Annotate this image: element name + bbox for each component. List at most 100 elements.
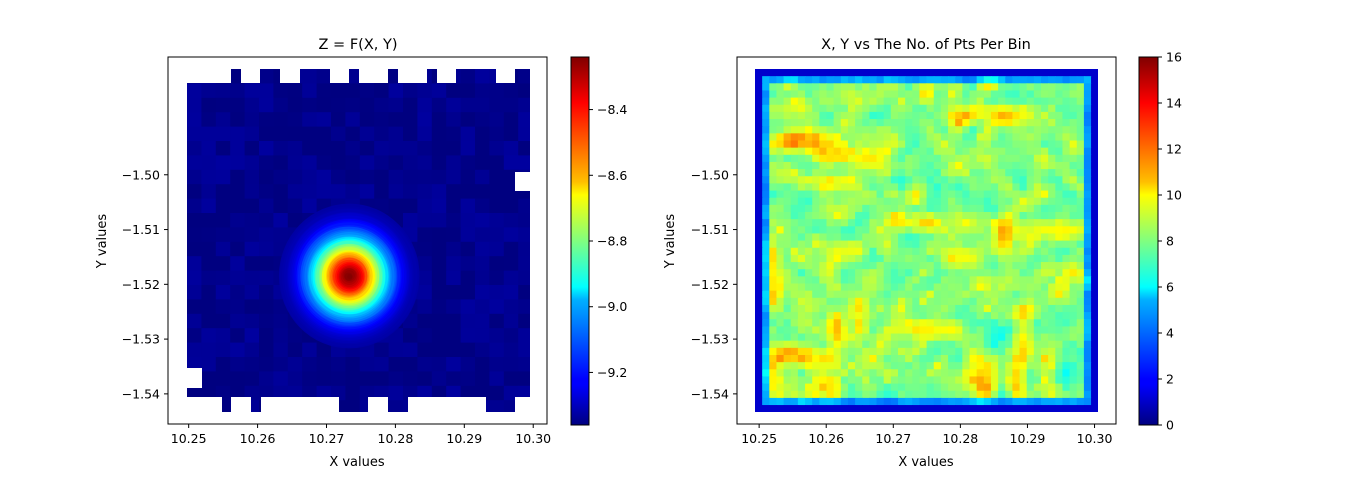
heatmap-cell	[1041, 119, 1049, 127]
heatmap-cell	[962, 297, 971, 306]
heatmap-cell	[475, 227, 490, 243]
heatmap-cell	[187, 97, 202, 113]
heatmap-cell	[983, 376, 992, 385]
heatmap-cell	[833, 355, 842, 363]
heatmap-cell	[790, 397, 799, 406]
heatmap-cell	[855, 333, 863, 342]
heatmap-cell	[855, 126, 863, 134]
heatmap-cell	[990, 290, 999, 299]
heatmap-cell	[890, 197, 899, 206]
heatmap-cell	[847, 290, 856, 299]
heatmap-cell	[812, 169, 820, 177]
heatmap-cell	[1062, 133, 1071, 142]
heatmap-cell	[883, 340, 892, 349]
heatmap-cell	[374, 184, 390, 200]
heatmap-cell	[287, 83, 303, 99]
heatmap-cell	[1062, 362, 1071, 370]
heatmap-cell	[403, 213, 418, 228]
heatmap-cell	[905, 197, 913, 206]
heatmap-cell	[230, 241, 246, 257]
heatmap-cell	[962, 340, 971, 349]
heatmap-cell	[769, 297, 778, 306]
heatmap-cell	[840, 219, 849, 227]
heatmap-cell	[1005, 140, 1013, 149]
heatmap-cell	[417, 126, 433, 142]
heatmap-cell	[955, 133, 963, 142]
heatmap-cell	[1062, 269, 1071, 277]
heatmap-cell	[1026, 333, 1035, 342]
heatmap-cell	[876, 190, 885, 199]
heatmap-cell	[797, 104, 806, 113]
heatmap-cell	[905, 169, 913, 177]
heatmap-cell	[912, 83, 921, 92]
heatmap-cell	[1069, 219, 1078, 227]
heatmap-cell	[797, 326, 806, 335]
heatmap-cell	[1091, 169, 1098, 177]
heatmap-cell	[969, 390, 978, 399]
heatmap-cell	[1055, 190, 1064, 199]
heatmap-cell	[755, 104, 763, 113]
heatmap-cell	[1091, 183, 1098, 192]
heatmap-cell	[998, 247, 1006, 256]
heatmap-cell	[826, 111, 835, 120]
heatmap-cell	[847, 304, 856, 313]
heatmap-cell	[948, 383, 956, 392]
heatmap-cell	[762, 333, 770, 342]
heatmap-cell	[1033, 340, 1042, 349]
heatmap-cell	[919, 197, 928, 206]
heatmap-cell	[783, 147, 792, 156]
heatmap-cell	[1012, 340, 1021, 349]
heatmap-cell	[890, 269, 899, 277]
heatmap-cell	[983, 319, 992, 327]
heatmap-cell	[876, 333, 885, 342]
heatmap-cell	[833, 383, 842, 392]
heatmap-cell	[475, 198, 490, 214]
heatmap-cell	[883, 69, 892, 77]
heatmap-cell	[1012, 83, 1021, 92]
heatmap-cell	[769, 347, 778, 356]
empty-bin	[437, 69, 456, 83]
heatmap-cell	[905, 262, 913, 270]
heatmap-cell	[847, 297, 856, 306]
heatmap-cell	[969, 133, 978, 142]
heatmap-cell	[812, 83, 820, 92]
heatmap-cell	[905, 233, 913, 242]
heatmap-cell	[933, 405, 942, 412]
heatmap-cell	[1048, 190, 1056, 199]
left-colorbar-tick-label: −9.2	[597, 365, 627, 380]
heatmap-cell	[933, 283, 942, 292]
left-colorbar	[570, 56, 590, 426]
heatmap-cell	[890, 290, 899, 299]
heatmap-cell	[983, 290, 992, 299]
heatmap-cell	[273, 184, 289, 200]
heatmap-cell	[201, 285, 217, 300]
heatmap-cell	[962, 376, 971, 385]
heatmap-cell	[1083, 333, 1092, 342]
heatmap-cell	[1083, 254, 1092, 263]
heatmap-cell	[933, 111, 942, 120]
heatmap-cell	[812, 276, 820, 285]
heatmap-cell	[805, 190, 813, 199]
heatmap-cell	[876, 247, 885, 256]
heatmap-cell	[1055, 319, 1064, 327]
heatmap-cell	[1083, 397, 1092, 406]
heatmap-cell	[446, 342, 462, 358]
heatmap-cell	[403, 328, 418, 344]
heatmap-cell	[1033, 140, 1042, 149]
heatmap-cell	[969, 397, 978, 406]
heatmap-cell	[1055, 312, 1064, 320]
heatmap-cell	[833, 161, 842, 170]
heatmap-cell	[983, 212, 992, 220]
heatmap-cell	[790, 319, 799, 327]
heatmap-cell	[215, 270, 231, 286]
heatmap-cell	[1069, 133, 1078, 142]
heatmap-cell	[933, 233, 942, 242]
empty-bin	[241, 69, 260, 83]
heatmap-cell	[883, 326, 892, 335]
heatmap-cell	[983, 355, 992, 363]
heatmap-cell	[187, 342, 202, 358]
heatmap-cell	[1062, 233, 1071, 242]
heatmap-cell	[862, 333, 870, 342]
heatmap-cell	[990, 197, 999, 206]
heatmap-cell	[1055, 269, 1064, 277]
